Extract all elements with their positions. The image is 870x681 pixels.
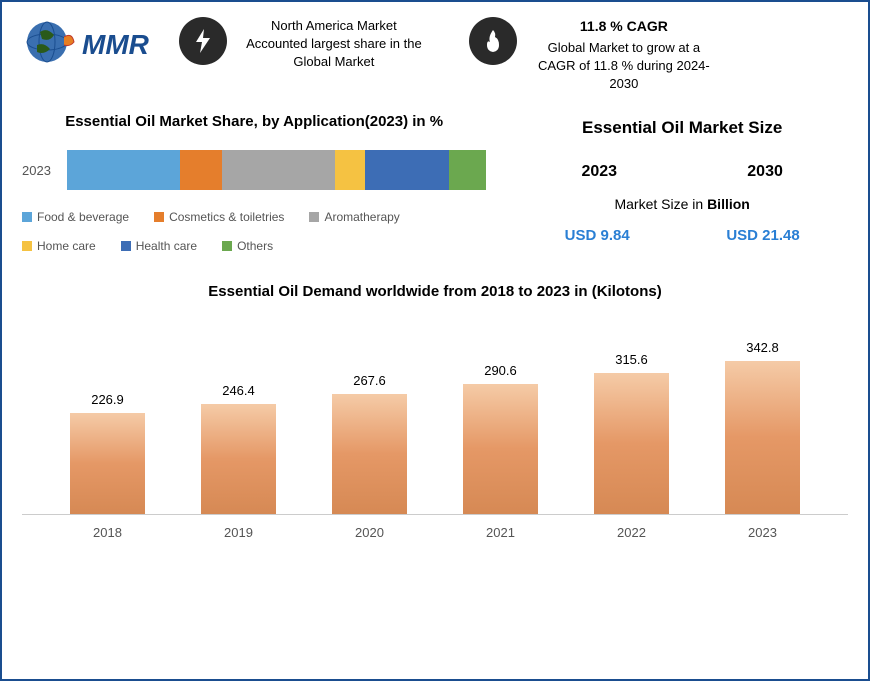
market-size-values: USD 9.84 USD 21.48 xyxy=(516,227,848,244)
info2-line2: CAGR of 11.8 % during 2024- xyxy=(529,57,719,75)
segment-others xyxy=(449,150,487,190)
info1-line2: Accounted largest share in the xyxy=(239,35,429,53)
bar xyxy=(463,384,538,514)
chart1-legend: Food & beverage Cosmetics & toiletries Aro… xyxy=(22,210,486,253)
bar xyxy=(70,413,145,515)
logo-text: MMR xyxy=(82,29,149,61)
bar-group: 315.6 xyxy=(594,325,669,514)
segment-aromatherapy xyxy=(222,150,335,190)
logo: MMR xyxy=(22,17,149,72)
info-block-region: North America Market Accounted largest s… xyxy=(179,17,429,72)
legend-swatch xyxy=(309,212,319,222)
info1-line3: Global Market xyxy=(239,53,429,71)
info-cagr-text: 11.8 % CAGR Global Market to grow at a C… xyxy=(529,17,719,93)
x-axis-label: 2023 xyxy=(725,525,800,540)
segment-health-care xyxy=(365,150,449,190)
legend-swatch xyxy=(154,212,164,222)
legend-swatch xyxy=(222,241,232,251)
market-size-panel: Essential Oil Market Size 2023 2030 Mark… xyxy=(516,113,848,253)
segment-cosmetics-toiletries xyxy=(180,150,222,190)
chart1-year-label: 2023 xyxy=(22,163,67,178)
legend-swatch xyxy=(22,241,32,251)
stacked-bar xyxy=(67,150,486,190)
legend-label: Food & beverage xyxy=(37,210,129,224)
segment-home-care xyxy=(335,150,364,190)
lightning-icon xyxy=(179,17,227,65)
bar-value-label: 267.6 xyxy=(353,373,386,388)
flame-icon xyxy=(469,17,517,65)
bar-group: 226.9 xyxy=(70,325,145,514)
legend-item: Food & beverage xyxy=(22,210,129,224)
bar-group: 246.4 xyxy=(201,325,276,514)
x-axis-label: 2020 xyxy=(332,525,407,540)
segment-food-beverage xyxy=(67,150,180,190)
bar xyxy=(201,404,276,514)
market-size-subtitle: Market Size in Billion xyxy=(516,196,848,212)
legend-label: Others xyxy=(237,239,273,253)
legend-label: Health care xyxy=(136,239,197,253)
header: MMR North America Market Accounted large… xyxy=(22,17,848,93)
info1-line1: North America Market xyxy=(239,17,429,35)
legend-item: Cosmetics & toiletries xyxy=(154,210,284,224)
legend-item: Aromatherapy xyxy=(309,210,399,224)
ms-value2: USD 21.48 xyxy=(726,227,799,244)
bar-value-label: 342.8 xyxy=(746,340,779,355)
ms-year1: 2023 xyxy=(581,163,617,181)
bar-value-label: 290.6 xyxy=(484,363,517,378)
info2-line3: 2030 xyxy=(529,75,719,93)
x-axis-label: 2018 xyxy=(70,525,145,540)
bar-value-label: 226.9 xyxy=(91,392,124,407)
chart1-title: Essential Oil Market Share, by Applicati… xyxy=(22,113,486,130)
bar-group: 267.6 xyxy=(332,325,407,514)
stacked-bar-row: 2023 xyxy=(22,150,486,190)
legend-swatch xyxy=(22,212,32,222)
x-axis-label: 2022 xyxy=(594,525,669,540)
legend-label: Cosmetics & toiletries xyxy=(169,210,284,224)
legend-item: Home care xyxy=(22,239,96,253)
bar-value-label: 315.6 xyxy=(615,352,648,367)
market-size-years: 2023 2030 xyxy=(516,163,848,181)
info-block-cagr: 11.8 % CAGR Global Market to grow at a C… xyxy=(469,17,719,93)
market-share-chart: Essential Oil Market Share, by Applicati… xyxy=(22,113,486,253)
legend-item: Health care xyxy=(121,239,197,253)
demand-chart: Essential Oil Demand worldwide from 2018… xyxy=(22,283,848,540)
ms-year2: 2030 xyxy=(747,163,783,181)
x-axis-label: 2019 xyxy=(201,525,276,540)
content-row: Essential Oil Market Share, by Applicati… xyxy=(22,113,848,253)
logo-globe-icon xyxy=(22,17,77,72)
bar-group: 342.8 xyxy=(725,325,800,514)
legend-label: Aromatherapy xyxy=(324,210,399,224)
legend-label: Home care xyxy=(37,239,96,253)
bar xyxy=(725,361,800,514)
info-region-text: North America Market Accounted largest s… xyxy=(239,17,429,72)
market-size-title: Essential Oil Market Size xyxy=(516,118,848,138)
chart2-title: Essential Oil Demand worldwide from 2018… xyxy=(22,283,848,300)
bar-group: 290.6 xyxy=(463,325,538,514)
bar-value-label: 246.4 xyxy=(222,383,255,398)
info2-title: 11.8 % CAGR xyxy=(529,17,719,37)
legend-swatch xyxy=(121,241,131,251)
ms-value1: USD 9.84 xyxy=(565,227,630,244)
ms-subtitle-prefix: Market Size in xyxy=(614,196,707,212)
ms-subtitle-bold: Billion xyxy=(707,196,750,212)
bar xyxy=(332,394,407,514)
x-axis-labels: 2018 2019 2020 2021 2022 2023 xyxy=(22,515,848,540)
legend-item: Others xyxy=(222,239,273,253)
bar xyxy=(594,373,669,514)
bars-container: 226.9 246.4 267.6 290.6 315.6 342.8 xyxy=(22,325,848,515)
info2-line1: Global Market to grow at a xyxy=(529,39,719,57)
x-axis-label: 2021 xyxy=(463,525,538,540)
